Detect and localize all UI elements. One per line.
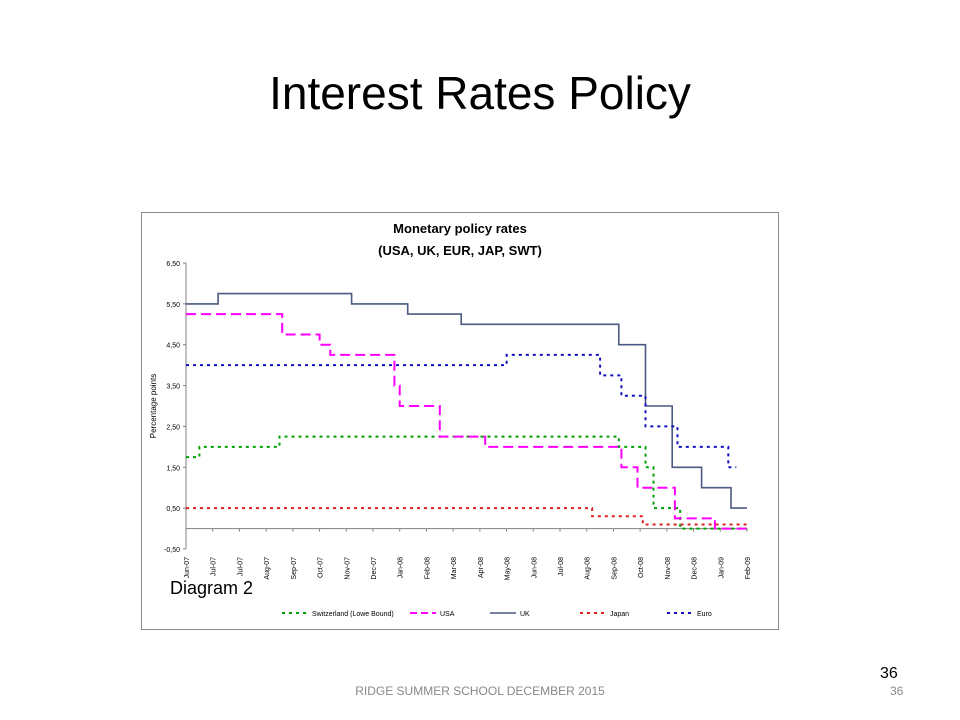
y-axis-label: Percentage points	[149, 374, 158, 439]
monetary-policy-chart: Monetary policy rates (USA, UK, EUR, JAP,…	[149, 221, 752, 618]
x-tick-label: Oct-08	[638, 557, 645, 578]
x-tick-label: Feb-08	[424, 557, 431, 579]
x-tick-label: Jan-08	[398, 557, 405, 579]
legend-entry: Japan	[610, 611, 629, 618]
x-tick-label: Aug-08	[585, 557, 592, 580]
y-tick-label: 2,50	[166, 424, 180, 431]
x-tick-label: Nov-08	[665, 557, 672, 580]
legend-entry: USA	[440, 611, 455, 618]
y-tick-label: 4,50	[166, 343, 180, 350]
y-tick-label: 6,50	[166, 261, 180, 268]
diagram-label: Diagram 2	[170, 578, 254, 598]
y-tick-label: 1,50	[166, 465, 180, 472]
y-tick-label: 0,50	[166, 506, 180, 513]
x-tick-label: Sep-07	[291, 557, 298, 580]
slide-number: 36	[880, 665, 898, 682]
y-tick-label: -0,50	[164, 547, 180, 554]
x-tick-label: Aug-07	[264, 557, 271, 580]
x-tick-label: Jan-09	[718, 557, 725, 579]
legend-entry: Euro	[697, 611, 712, 618]
x-tick-label: May-08	[505, 557, 512, 580]
legend-entry: Switzerland (Lowe Bound)	[312, 611, 394, 618]
legend-entry: UK	[520, 611, 530, 618]
x-tick-label: Feb-09	[745, 557, 752, 579]
series-line-2	[186, 313, 747, 530]
x-tick-label: Jun-07	[184, 557, 191, 579]
x-tick-label: Jun-08	[531, 557, 538, 579]
y-tick-label: 3,50	[166, 384, 180, 391]
series-line-3	[186, 292, 747, 509]
chart-title: Monetary policy rates	[393, 221, 527, 236]
x-tick-label: Jul-07	[211, 557, 218, 576]
chart-subtitle: (USA, UK, EUR, JAP, SWT)	[378, 243, 542, 258]
series-line-5	[186, 353, 737, 469]
x-tick-label: Dec-08	[692, 557, 699, 580]
x-tick-label: Sep-08	[611, 557, 618, 580]
x-tick-label: Jul-08	[558, 557, 565, 576]
x-tick-label: Dec-07	[371, 557, 378, 580]
x-tick-label: Nov-07	[344, 557, 351, 580]
chart-container: Monetary policy rates (USA, UK, EUR, JAP,…	[141, 212, 779, 630]
x-tick-label: Mar-08	[451, 557, 458, 579]
footer-page-number: 36	[890, 684, 904, 698]
x-tick-label: Jul-07	[237, 557, 244, 576]
x-tick-label: Oct-07	[318, 557, 325, 578]
footer-text: RIDGE SUMMER SCHOOL DECEMBER 2015	[355, 684, 605, 698]
series-line-1	[186, 435, 747, 530]
y-tick-label: 5,50	[166, 302, 180, 309]
slide-title: Interest Rates Policy	[269, 67, 691, 119]
series-line-4	[186, 507, 747, 526]
x-tick-label: Apr-08	[478, 557, 485, 578]
